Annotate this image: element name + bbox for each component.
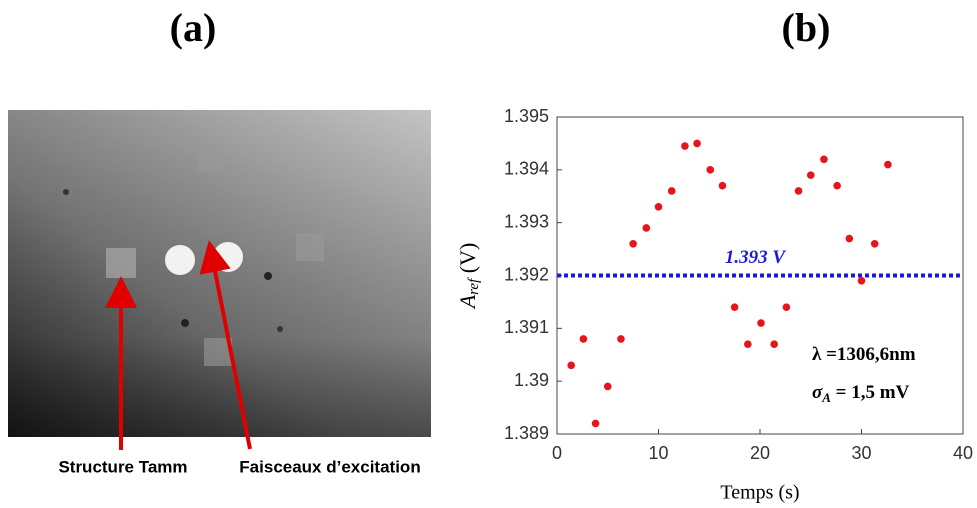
arrow [199, 240, 252, 450]
point [693, 139, 701, 148]
point [857, 276, 866, 285]
x-axis-label: Temps (s) [720, 482, 799, 504]
panel-label: (b) [782, 5, 831, 50]
point [806, 171, 815, 179]
reference-label: 1.393 V [725, 247, 787, 268]
annotation-text: λ =1306,6nm [812, 344, 916, 365]
point [629, 240, 637, 248]
point [794, 187, 803, 195]
point [744, 340, 752, 348]
point [654, 203, 663, 211]
y-tick-label: 1.389 [504, 423, 549, 443]
x-tick-label: 30 [851, 443, 871, 463]
point [833, 181, 841, 190]
y-axis-label-main: A [455, 294, 480, 310]
point [757, 319, 765, 327]
point [730, 303, 739, 312]
image-label: Structure Tamm [58, 457, 187, 476]
point [667, 187, 676, 195]
y-tick-label: 1.39 [514, 370, 549, 390]
point [681, 142, 689, 150]
point [642, 224, 651, 232]
annotation: λ =1306,6nm [812, 344, 916, 365]
point [718, 181, 727, 190]
panel-label: (a) [170, 5, 217, 50]
point [617, 335, 625, 343]
y-tick-label: 1.393 [504, 211, 549, 231]
point [845, 234, 854, 243]
point [820, 155, 828, 164]
x-tick-label: 0 [552, 443, 562, 463]
annotation-text: σ [812, 382, 823, 403]
point [706, 166, 715, 174]
point [579, 335, 588, 343]
point [884, 160, 892, 169]
y-tick-label: 1.392 [504, 264, 549, 284]
x-tick-label: 40 [953, 443, 973, 463]
y-tick-label: 1.395 [504, 106, 549, 126]
point [567, 361, 576, 370]
y-axis-label: Aref (V) [455, 243, 482, 311]
y-tick-label: 1.391 [504, 317, 549, 337]
y-axis-label-sub: ref [466, 277, 482, 295]
y-tick-label: 1.394 [504, 159, 549, 179]
annotation-text: = 1,5 mV [831, 382, 910, 403]
point [591, 419, 600, 428]
point [782, 303, 791, 312]
image-label: Faisceaux d’excitation [239, 457, 420, 476]
annotation: σA = 1,5 mV [812, 382, 910, 405]
annotation-sub: A [821, 390, 831, 405]
microscope-image [8, 110, 431, 437]
point [603, 382, 612, 391]
point [770, 340, 779, 348]
point [870, 240, 879, 248]
y-axis-label-unit: (V) [455, 243, 480, 279]
x-tick-label: 10 [648, 443, 668, 463]
x-tick-label: 20 [750, 443, 770, 463]
